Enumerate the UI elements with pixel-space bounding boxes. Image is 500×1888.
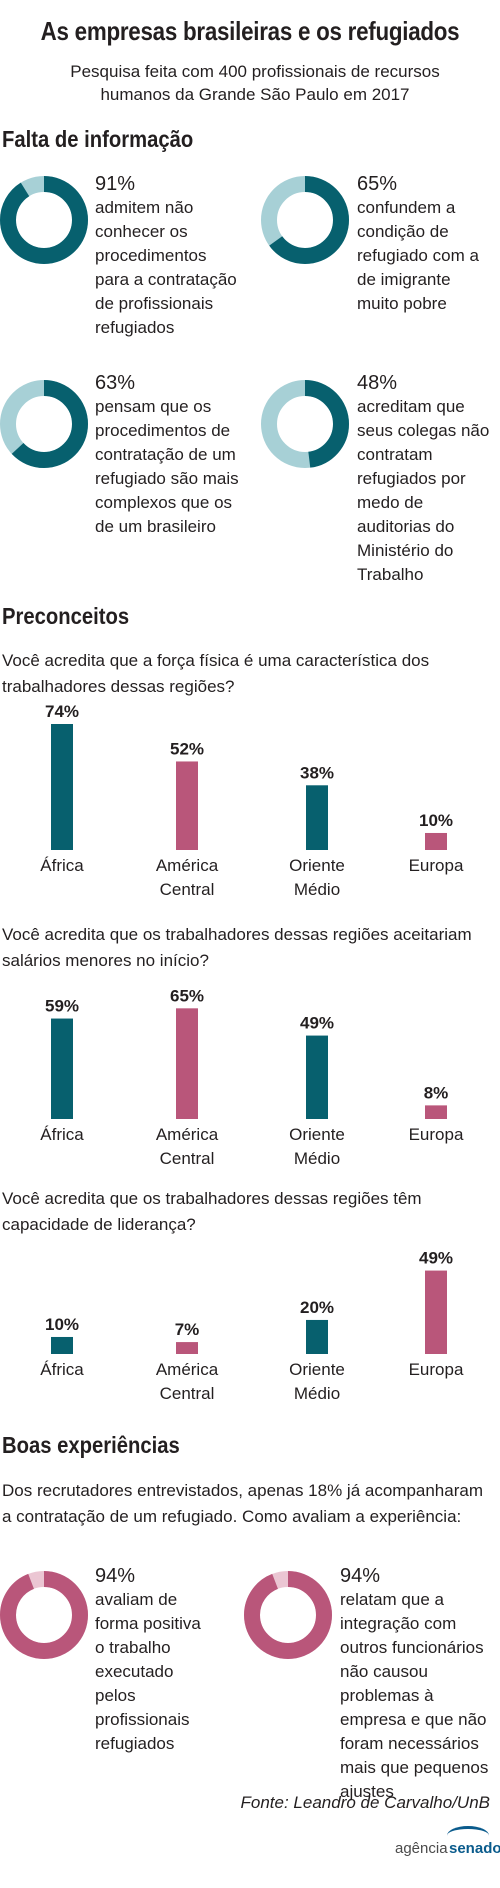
falta-item-1: 91% admitem não conhecer os procedimento…	[95, 173, 245, 340]
chart-1-value-label-3: 38%	[300, 763, 334, 782]
chart-3-value-label-2: 7%	[175, 1320, 200, 1339]
chart-3-category-label-3: Oriente	[289, 1360, 345, 1379]
chart-3-bar-2	[176, 1342, 198, 1354]
boas-item-1: 94% avaliam de forma positiva o trabalho…	[95, 1565, 210, 1756]
chart-3-bar-4	[425, 1270, 447, 1354]
boas-item-2-pct: 94%	[340, 1565, 381, 1587]
boas-intro: Dos recrutadores entrevistados, apenas 1…	[2, 1481, 483, 1526]
chart-2-category-label-3-line2: Médio	[294, 1149, 340, 1168]
boas-donut-2-value	[244, 1571, 332, 1659]
chart-2-category-label-3: Oriente	[289, 1125, 345, 1144]
falta-donut-3-value	[0, 380, 88, 468]
falta-item-2: 65% confundem a condição de refugiado co…	[357, 173, 482, 316]
boas-donut-2	[244, 1571, 332, 1659]
falta-item-4: 48% acreditam que seus colegas não contr…	[357, 372, 492, 587]
chart-1-question: Você acredita que a força física é uma c…	[2, 651, 430, 696]
chart-2-bar-2	[176, 1008, 198, 1119]
chart-3-value-label-4: 49%	[419, 1249, 453, 1268]
chart-3-value-label-1: 10%	[45, 1315, 79, 1334]
chart-2-question: Você acredita que os trabalhadores dessa…	[2, 925, 472, 970]
chart-2-value-label-2: 65%	[170, 986, 204, 1005]
falta-donut-1-value	[0, 176, 88, 264]
chart-3-bar-1	[51, 1336, 73, 1354]
chart-3-question: Você acredita que os trabalhadores dessa…	[2, 1189, 422, 1234]
chart-2-category-label-2-line2: Central	[160, 1149, 215, 1168]
falta-donut-4	[261, 380, 349, 468]
falta-donut-2	[261, 176, 349, 264]
chart-1-category-label-2: América	[156, 856, 219, 875]
chart-2-category-label-4: Europa	[409, 1125, 464, 1144]
chart-1-value-label-4: 10%	[419, 811, 453, 830]
falta-item-4-pct: 48%	[357, 372, 398, 394]
chart-3-category-label-2-line2: Central	[160, 1384, 215, 1403]
chart-3-bar-3	[306, 1319, 328, 1354]
section-title-falta: Falta de informação	[2, 126, 194, 152]
section-title-boas: Boas experiências	[2, 1432, 180, 1458]
boas-item-2-text: relatam que a integração com outros func…	[340, 1590, 489, 1801]
chart-2-bar-3	[306, 1035, 328, 1119]
chart-1-bar-2	[176, 761, 198, 850]
chart-1-category-label-3: Oriente	[289, 856, 345, 875]
falta-item-1-pct: 91%	[95, 173, 136, 195]
falta-item-4-text: acreditam que seus colegas não contratam…	[357, 397, 490, 584]
boas-item-1-pct: 94%	[95, 1565, 136, 1587]
chart-2-bar-4	[425, 1105, 447, 1119]
chart-1-bar-4	[425, 832, 447, 850]
boas-item-1-text: avaliam de forma positiva o trabalho exe…	[95, 1590, 201, 1753]
source-note: Fonte: Leandro de Carvalho/UnB	[240, 1793, 491, 1812]
chart-2-value-label-3: 49%	[300, 1014, 334, 1033]
boas-donut-1	[0, 1571, 88, 1659]
boas-item-2: 94% relatam que a integração com outros …	[340, 1565, 498, 1804]
page-title: As empresas brasileiras e os refugiados	[40, 16, 460, 46]
chart-1-category-label-3-line2: Médio	[294, 880, 340, 899]
chart-1-bar-1	[51, 724, 73, 850]
chart-2-bar-1	[51, 1018, 73, 1119]
chart-1-category-label-1: África	[40, 856, 84, 875]
falta-item-3: 63% pensam que os procedimentos de contr…	[95, 372, 245, 539]
chart-1-value-label-1: 74%	[45, 702, 79, 721]
chart-1-bar-3	[306, 785, 328, 850]
falta-item-3-text: pensam que os procedimentos de contrataç…	[95, 397, 239, 536]
agencia-senado-logo: agência senado	[395, 1826, 500, 1880]
logo-swoosh-icon	[447, 1826, 489, 1845]
chart-3-value-label-3: 20%	[300, 1298, 334, 1317]
chart-3-category-label-3-line2: Médio	[294, 1384, 340, 1403]
chart-1-value-label-2: 52%	[170, 739, 204, 758]
falta-donut-3	[0, 380, 88, 468]
falta-item-2-text: confundem a condição de refugiado com a …	[357, 198, 479, 313]
chart-2-value-label-4: 8%	[424, 1083, 449, 1102]
falta-item-1-text: admitem não conhecer os procedimentos pa…	[95, 198, 237, 337]
chart-1-category-label-2-line2: Central	[160, 880, 215, 899]
chart-3-category-label-4: Europa	[409, 1360, 464, 1379]
page-subtitle: Pesquisa feita com 400 profissionais de …	[70, 62, 440, 104]
logo-text-senado: senado	[449, 1840, 500, 1857]
chart-3-category-label-2: América	[156, 1360, 219, 1379]
chart-2-category-label-1: África	[40, 1125, 84, 1144]
chart-2-category-label-2: América	[156, 1125, 219, 1144]
boas-donut-1-value	[0, 1571, 88, 1659]
chart-3-category-label-1: África	[40, 1360, 84, 1379]
logo-text-agencia: agência	[395, 1840, 448, 1857]
falta-item-2-pct: 65%	[357, 173, 398, 195]
falta-donut-4-value	[261, 380, 349, 468]
falta-donut-1	[0, 176, 88, 264]
chart-1-category-label-4: Europa	[409, 856, 464, 875]
falta-item-3-pct: 63%	[95, 372, 136, 394]
chart-2-value-label-1: 59%	[45, 997, 79, 1016]
section-title-preconceitos: Preconceitos	[2, 603, 130, 629]
falta-donut-2-value	[261, 176, 349, 264]
